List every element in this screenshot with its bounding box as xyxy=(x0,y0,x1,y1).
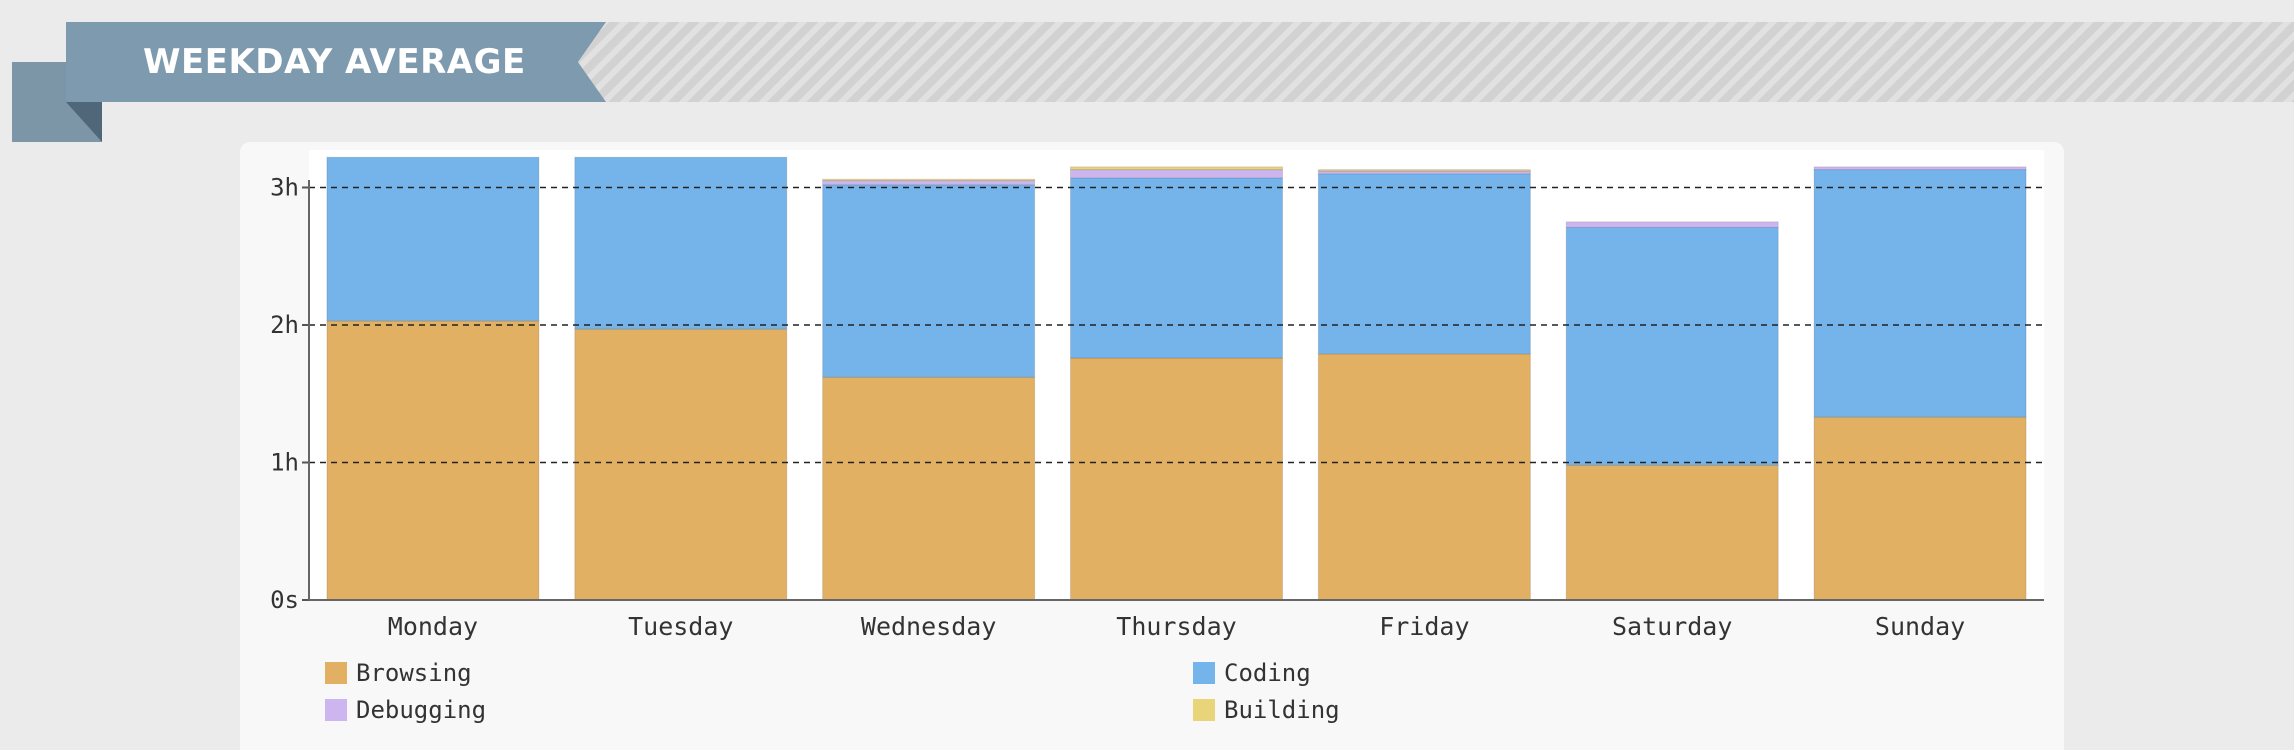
bar-browsing-friday xyxy=(1317,353,1531,601)
bar-coding-tuesday xyxy=(574,156,788,330)
bar-building-wednesday xyxy=(822,178,1036,182)
bar-browsing-saturday xyxy=(1565,464,1779,601)
legend-swatch-building xyxy=(1193,699,1215,721)
bar-browsing-monday xyxy=(326,320,540,601)
bar-coding-wednesday xyxy=(822,184,1036,378)
bar-coding-sunday xyxy=(1813,169,2027,418)
legend-swatch-debugging xyxy=(325,699,347,721)
bar-debugging-saturday xyxy=(1565,221,1779,228)
x-tick-label-saturday: Saturday xyxy=(1612,612,1732,641)
bar-building-thursday xyxy=(1070,166,1283,171)
bar-coding-friday xyxy=(1317,173,1531,355)
y-tick-label: 2h xyxy=(270,311,299,339)
bar-browsing-tuesday xyxy=(574,328,788,601)
x-tick-label-monday: Monday xyxy=(388,612,478,641)
x-tick-label-tuesday: Tuesday xyxy=(628,612,733,641)
legend-label: Browsing xyxy=(356,659,472,687)
y-tick-label: 1h xyxy=(270,449,299,477)
legend-item-browsing[interactable]: Browsing xyxy=(325,658,472,688)
bar-browsing-sunday xyxy=(1813,416,2027,601)
bar-debugging-thursday xyxy=(1070,169,1283,179)
legend-item-coding[interactable]: Coding xyxy=(1193,658,1311,688)
x-tick-label-wednesday: Wednesday xyxy=(861,612,996,641)
header-ribbon-fold-shadow xyxy=(66,102,102,142)
x-tick-label-friday: Friday xyxy=(1379,612,1469,641)
legend-swatch-coding xyxy=(1193,662,1215,684)
bar-browsing-thursday xyxy=(1070,357,1283,601)
y-tick-label: 3h xyxy=(270,174,299,202)
legend-item-building[interactable]: Building xyxy=(1193,695,1340,725)
legend-label: Coding xyxy=(1224,659,1311,687)
x-tick-label-thursday: Thursday xyxy=(1116,612,1236,641)
legend-label: Building xyxy=(1224,696,1340,724)
bar-coding-monday xyxy=(326,156,540,322)
legend-label: Debugging xyxy=(356,696,487,724)
bar-debugging-sunday xyxy=(1813,166,2027,171)
section-title: WEEKDAY AVERAGE xyxy=(143,42,526,82)
bar-debugging-wednesday xyxy=(822,180,1036,186)
bar-coding-saturday xyxy=(1565,226,1779,466)
header-ribbon xyxy=(66,22,606,102)
bar-building-friday xyxy=(1317,169,1531,172)
y-tick-label: 0s xyxy=(270,586,299,614)
legend-item-debugging[interactable]: Debugging xyxy=(325,695,486,725)
x-tick-label-sunday: Sunday xyxy=(1875,612,1965,641)
legend-swatch-browsing xyxy=(325,662,347,684)
bar-coding-thursday xyxy=(1070,177,1283,359)
bar-browsing-wednesday xyxy=(822,376,1036,601)
